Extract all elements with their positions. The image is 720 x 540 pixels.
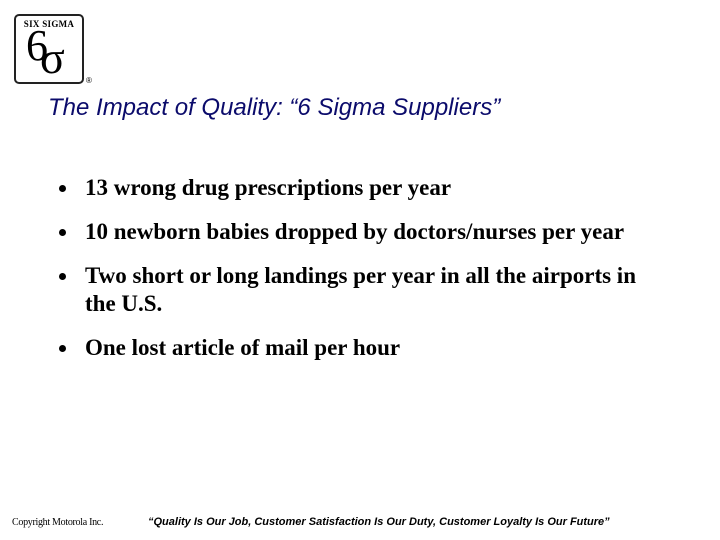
- bullet-item: 10 newborn babies dropped by doctors/nur…: [58, 218, 658, 246]
- bullet-text: 10 newborn babies dropped by doctors/nur…: [85, 219, 625, 244]
- bullet-dot: [59, 185, 66, 192]
- motto: “Quality Is Our Job, Customer Satisfacti…: [148, 516, 610, 528]
- copyright: Copyright Motorola Inc.: [12, 517, 104, 528]
- bullet-item: One lost article of mail per hour: [58, 334, 658, 362]
- bullet-item: Two short or long landings per year in a…: [58, 262, 658, 318]
- bullet-dot: [59, 345, 66, 352]
- bullet-item: 13 wrong drug prescriptions per year: [58, 174, 658, 202]
- bullet-dot: [59, 229, 66, 236]
- logo-symbol: σ: [40, 32, 65, 83]
- bullet-text: Two short or long landings per year in a…: [85, 263, 636, 316]
- bullet-text: One lost article of mail per hour: [85, 335, 401, 360]
- registered-mark: ®: [86, 76, 92, 85]
- slide-title: The Impact of Quality: “6 Sigma Supplier…: [48, 94, 501, 121]
- bullet-text: 13 wrong drug prescriptions per year: [85, 175, 452, 200]
- bullet-list: 13 wrong drug prescriptions per year 10 n…: [58, 174, 658, 378]
- logo-digit: 6: [26, 21, 48, 70]
- logo: SIX SIGMA 6 σ: [14, 14, 84, 84]
- bullet-dot: [59, 273, 66, 280]
- logo-label: SIX SIGMA: [23, 19, 75, 29]
